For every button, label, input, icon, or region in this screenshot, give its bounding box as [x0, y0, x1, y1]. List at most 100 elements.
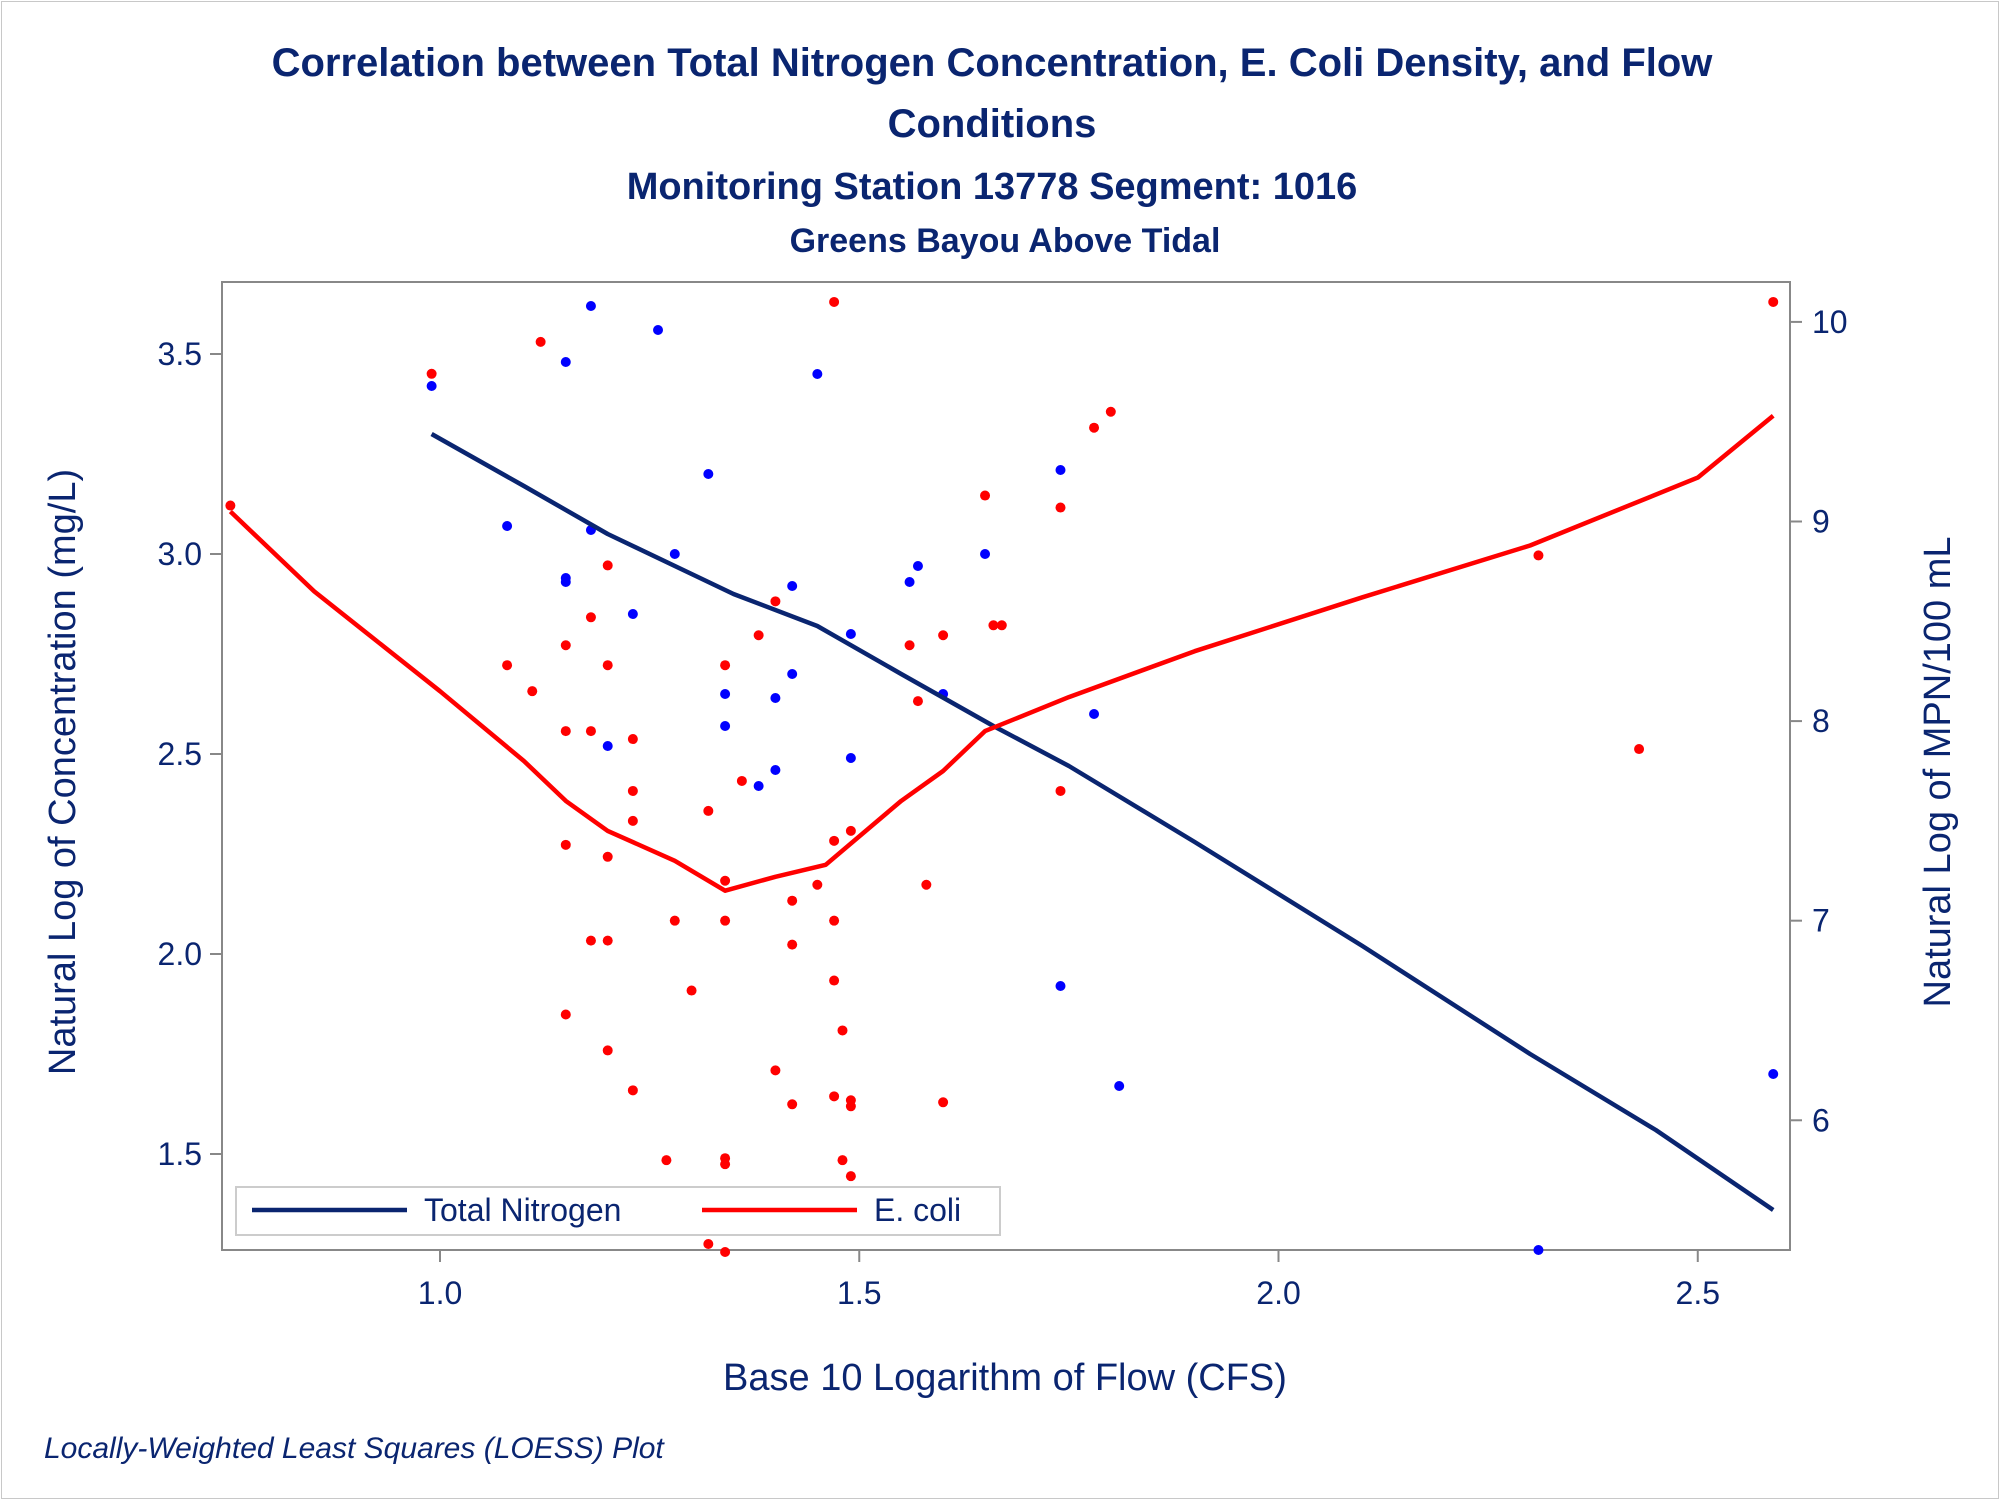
x-tick-label: 2.0: [1256, 1275, 1300, 1311]
ecoli-point: [527, 686, 538, 697]
ecoli-point: [627, 815, 638, 826]
ecoli-point: [1105, 406, 1116, 417]
y-left-tick-label: 3.0: [158, 536, 202, 572]
ecoli-point: [829, 1091, 840, 1102]
nitrogen-point: [426, 381, 437, 391]
ecoli-point: [753, 630, 764, 641]
x-tick-label: 2.5: [1676, 1275, 1720, 1311]
ecoli-point: [837, 1025, 848, 1036]
series-layer: [225, 296, 1779, 1257]
nitrogen-point: [703, 469, 714, 479]
ecoli-point: [686, 985, 697, 996]
nitrogen-point: [1055, 465, 1066, 475]
y-axis-right: 6 7 8 9 10: [1790, 304, 1848, 1138]
nitrogen-point: [787, 581, 798, 591]
ecoli-point: [829, 296, 840, 307]
y-axis-label-left: Natural Log of Concentration (mg/L): [42, 469, 84, 1075]
ecoli-point: [1089, 422, 1100, 433]
ecoli-point: [829, 915, 840, 926]
ecoli-point: [661, 1155, 672, 1166]
nitrogen-point: [560, 357, 571, 367]
y-axis-label-right: Natural Log of MPN/100 mL: [1917, 536, 1959, 1007]
nitrogen-point: [1089, 709, 1100, 719]
ecoli-point: [585, 726, 596, 737]
ecoli-point: [938, 630, 949, 641]
chart-subtitle2: Greens Bayou Above Tidal: [790, 222, 1221, 260]
ecoli-point: [938, 1097, 949, 1108]
y-axis-left: 1.5 2.0 2.5 3.0 3.5: [158, 336, 222, 1172]
nitrogen-legend-label: Total Nitrogen: [424, 1192, 621, 1228]
nitrogen-point: [812, 369, 823, 379]
ecoli-point: [812, 879, 823, 890]
ecoli-point: [560, 1009, 571, 1020]
ecoli-point: [585, 612, 596, 623]
ecoli-point: [1634, 744, 1645, 755]
ecoli-loess-line: [228, 413, 1775, 893]
ecoli-point: [845, 825, 856, 836]
nitrogen-point: [1114, 1081, 1125, 1091]
ecoli-point: [837, 1155, 848, 1166]
ecoli-point: [912, 696, 923, 707]
nitrogen-point: [980, 549, 991, 559]
ecoli-point: [560, 839, 571, 850]
nitrogen-point: [770, 765, 781, 775]
nitrogen-point: [720, 689, 731, 699]
ecoli-point: [720, 660, 731, 671]
ecoli-point: [602, 1045, 613, 1056]
nitrogen-point: [602, 741, 613, 751]
plot-area: [221, 281, 1791, 1251]
ecoli-point: [560, 726, 571, 737]
ecoli-point: [627, 785, 638, 796]
ecoli-point: [627, 734, 638, 745]
ecoli-point: [426, 368, 437, 379]
chart-title: Correlation between Total Nitrogen Conce…: [272, 41, 1714, 85]
ecoli-point: [980, 490, 991, 501]
ecoli-point: [720, 875, 731, 886]
y-left-tick-label: 3.5: [158, 336, 202, 372]
ecoli-point: [720, 1159, 731, 1170]
ecoli-point: [585, 935, 596, 946]
plot-border: [221, 281, 1791, 1251]
nitrogen-loess-line: [430, 432, 1775, 1212]
nitrogen-point: [1055, 981, 1066, 991]
legend: Total Nitrogen E. coli: [235, 1186, 1001, 1236]
ecoli-point: [996, 620, 1007, 631]
footnote: Locally-Weighted Least Squares (LOESS) P…: [44, 1432, 665, 1465]
ecoli-point: [703, 805, 714, 816]
nitrogen-point: [560, 577, 571, 587]
x-axis-label: Base 10 Logarithm of Flow (CFS): [723, 1357, 1287, 1399]
y-right-tick-label: 6: [1812, 1102, 1830, 1138]
nitrogen-point: [720, 721, 731, 731]
ecoli-point: [736, 775, 747, 786]
nitrogen-point: [627, 609, 638, 619]
nitrogen-point: [770, 693, 781, 703]
ecoli-point: [720, 1246, 731, 1257]
ecoli-point: [988, 620, 999, 631]
y-right-tick-label: 8: [1812, 703, 1830, 739]
y-left-tick-label: 2.0: [158, 936, 202, 972]
ecoli-point: [560, 640, 571, 651]
ecoli-point: [602, 851, 613, 862]
x-tick-label: 1.0: [418, 1275, 462, 1311]
ecoli-point: [787, 939, 798, 950]
ecoli-point: [535, 336, 546, 347]
x-tick-label: 1.5: [837, 1275, 881, 1311]
nitrogen-point: [845, 753, 856, 763]
chart-title-line2: Conditions: [888, 102, 1097, 146]
ecoli-point: [845, 1171, 856, 1182]
ecoli-legend-label: E. coli: [874, 1192, 961, 1228]
ecoli-point: [829, 835, 840, 846]
ecoli-point: [703, 1239, 714, 1250]
ecoli-point: [829, 975, 840, 986]
ecoli-point: [602, 560, 613, 571]
nitrogen-point: [1533, 1245, 1544, 1255]
y-right-tick-label: 10: [1812, 304, 1848, 340]
nitrogen-point: [787, 669, 798, 679]
nitrogen-point: [669, 549, 680, 559]
chart-titles: Correlation between Total Nitrogen Conce…: [272, 41, 1714, 260]
ecoli-point: [1055, 502, 1066, 513]
ecoli-point: [904, 640, 915, 651]
ecoli-point: [845, 1101, 856, 1112]
